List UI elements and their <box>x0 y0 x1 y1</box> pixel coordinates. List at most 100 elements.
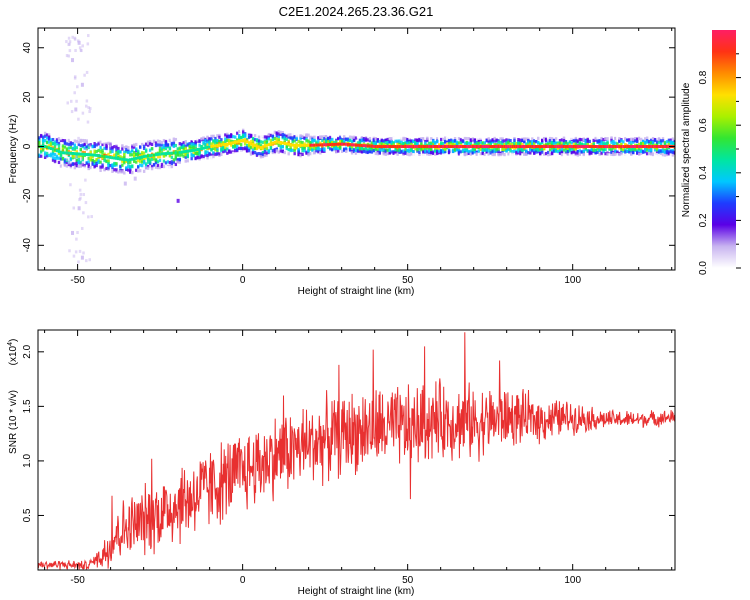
spectrogram-cell <box>337 149 340 153</box>
spectrogram-cell <box>430 143 433 147</box>
spectrogram-cell <box>669 138 673 142</box>
spectrogram-cell <box>95 163 98 168</box>
spectrogram-cell <box>566 152 570 156</box>
spectrogram-cell <box>313 135 316 139</box>
spectrogram-cell <box>418 152 421 156</box>
spectrogram-ridge-cell <box>525 145 528 149</box>
spectrogram-cell <box>162 138 166 143</box>
spectrogram-cell <box>281 131 284 135</box>
spectrogram-ridge-cell <box>198 147 201 151</box>
spectrogram-ridge-cell <box>107 155 110 159</box>
spectrogram-ridge-cell <box>465 145 469 149</box>
spectrogram-cell <box>127 164 130 169</box>
spectrogram-cell <box>168 146 172 150</box>
spectrogram-cell <box>190 153 193 158</box>
spectrogram-cell <box>156 155 160 159</box>
spectrogram-cell <box>115 145 118 149</box>
spectrogram-cell <box>77 160 81 164</box>
spectrogram-cell <box>99 145 102 150</box>
spectrogram-cell <box>443 140 447 144</box>
spectrogram-cell <box>521 139 524 143</box>
spectrogram-cell <box>281 134 284 138</box>
spectrogram-cell <box>144 162 148 166</box>
spectrogram-cell <box>346 137 350 141</box>
spectrogram-cell <box>495 147 498 151</box>
spectrogram-ridge-cell <box>119 157 122 161</box>
spectrogram-cell <box>521 150 524 154</box>
spectrogram-cell <box>51 141 55 145</box>
spectrogram-ridge-cell <box>317 143 320 147</box>
spectrogram-cell <box>249 134 253 138</box>
spectrogram-cell <box>465 151 469 155</box>
spectrogram-cell <box>493 139 496 143</box>
spectrogram-cell <box>368 150 372 154</box>
spectrogram-cell <box>487 149 490 153</box>
spectrogram-cell <box>91 158 94 163</box>
spectrogram-cell <box>271 137 275 142</box>
spectrogram-cell <box>420 137 423 141</box>
spectrogram-cell <box>146 160 150 164</box>
spectrogram-cell <box>378 147 382 152</box>
spectrogram-ridge-cell <box>511 145 514 149</box>
spectrogram-cell <box>59 138 63 143</box>
spectrogram-cell <box>529 151 532 155</box>
spectrogram-cell <box>247 135 251 139</box>
snr-multiplier-exp: 4 <box>7 342 14 346</box>
spectrogram-cell <box>548 152 552 156</box>
spectrogram-cell <box>568 140 572 145</box>
spectrogram-cell <box>428 142 431 146</box>
spectrogram-ridge-cell <box>67 151 71 155</box>
spectrogram-cell <box>509 138 512 143</box>
spectrogram-outlier <box>75 99 78 103</box>
spectrogram-cell <box>564 141 568 145</box>
spectrogram-cell <box>364 137 368 141</box>
spectrogram-cell <box>230 143 233 147</box>
spectrogram-cell <box>291 148 294 152</box>
spectrogram-cell <box>216 134 219 138</box>
spectrogram-cell <box>582 137 585 141</box>
spectrogram-cell <box>198 155 201 160</box>
spectrogram-ridge-cell <box>156 152 160 156</box>
spectrogram-cell <box>283 150 286 155</box>
spectrogram-cell <box>295 133 298 137</box>
spectrogram-cell <box>624 153 627 157</box>
spectrogram-cell <box>210 137 213 141</box>
spectrogram-outlier <box>81 111 85 115</box>
spectrogram-cell <box>107 159 110 163</box>
spectrogram-outlier <box>79 164 83 168</box>
spectrogram-cell <box>321 138 324 143</box>
spectrogram-cell <box>469 141 473 146</box>
spectrogram-cell <box>303 146 306 151</box>
spectrogram-ridge-cell <box>144 154 148 158</box>
spectrogram-ridge-cell <box>590 145 593 149</box>
y-tick-label: 0.5 <box>22 508 33 522</box>
y-tick-label: -20 <box>22 188 33 203</box>
spectrogram-cell <box>380 136 383 140</box>
snr-multiplier: (x104) <box>7 339 19 366</box>
y-tick-label: 1.5 <box>22 399 33 413</box>
spectrogram-cell <box>251 137 255 141</box>
spectrogram-ridge-cell <box>57 149 61 153</box>
spectrogram-cell <box>172 160 176 164</box>
spectrogram-cell <box>224 139 227 144</box>
spectrogram-cell <box>641 150 645 154</box>
spectrogram-ridge-cell <box>55 149 59 153</box>
spectrogram-ridge-cell <box>493 145 496 149</box>
spectrogram-cell <box>158 166 162 170</box>
spectrogram-ridge-cell <box>394 145 397 149</box>
spectrogram-cell <box>519 148 522 152</box>
spectrogram-cell <box>289 148 292 153</box>
spectrogram-cell <box>73 162 77 166</box>
spectrogram-cell <box>119 172 122 176</box>
spectrogram-ridge-cell <box>523 145 526 149</box>
spectrogram-cell <box>121 147 124 151</box>
spectrogram-ridge-cell <box>331 142 334 146</box>
spectrogram-cell <box>489 139 492 143</box>
spectrogram-cell <box>281 149 284 154</box>
spectrogram-cell <box>560 150 564 154</box>
spectrogram-cell <box>578 149 582 153</box>
spectrogram-cell <box>196 137 199 141</box>
spectrogram-cell <box>190 142 193 146</box>
spectrogram-ridge-cell <box>135 156 138 160</box>
spectrogram-cell <box>293 146 296 150</box>
